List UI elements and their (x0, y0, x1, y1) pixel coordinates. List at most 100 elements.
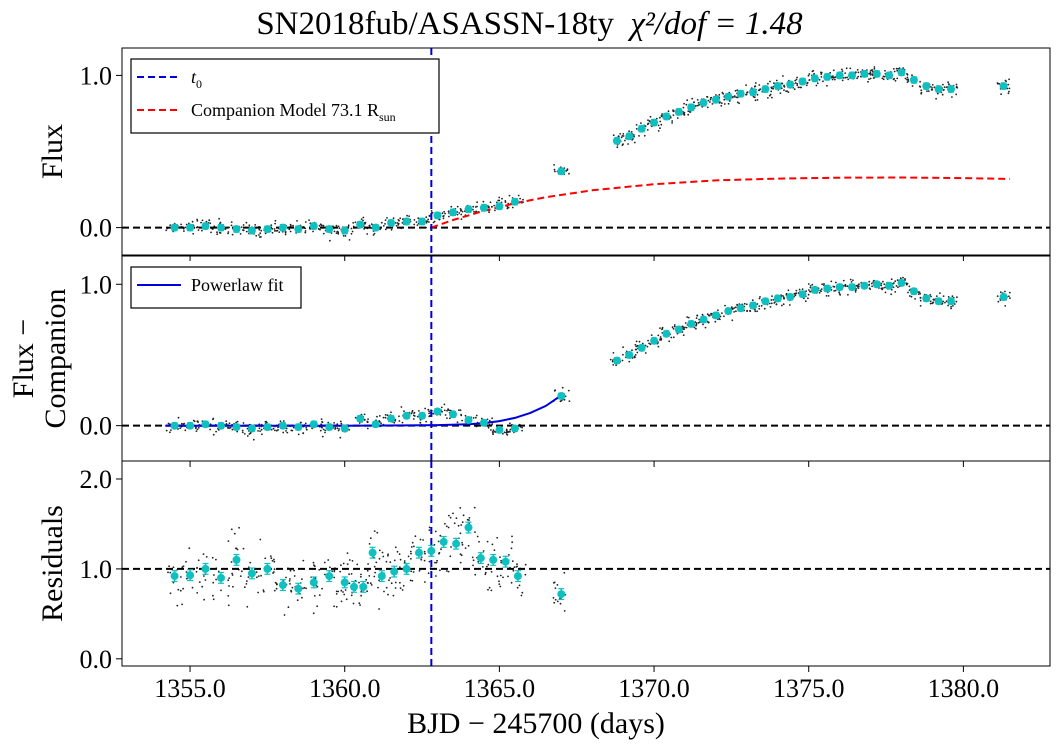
top-raw-point (379, 228, 381, 231)
middle-raw-point (782, 303, 785, 306)
middle-raw-point (432, 412, 435, 415)
top-raw-point (696, 99, 699, 101)
top-raw-point (867, 80, 869, 83)
top-raw-point (554, 170, 556, 173)
middle-raw-point (165, 429, 168, 432)
bottom-raw-point (383, 590, 385, 593)
top-raw-point (646, 129, 649, 131)
top-raw-point (196, 218, 199, 221)
top-raw-point (394, 222, 397, 224)
top-binned-point (699, 98, 708, 107)
middle-raw-point (215, 430, 218, 433)
top-raw-point (947, 81, 949, 84)
middle-raw-point (195, 430, 198, 432)
top-raw-point (425, 221, 428, 224)
top-binned-point (371, 223, 380, 232)
top-raw-point (474, 206, 477, 208)
top-raw-point (622, 135, 625, 137)
middle-binned-point (495, 425, 504, 434)
top-raw-point (368, 224, 371, 227)
bottom-ytick-label: 1.0 (80, 555, 113, 584)
bottom-raw-point (318, 594, 321, 596)
middle-raw-point (634, 356, 636, 358)
top-raw-point (930, 88, 933, 91)
top-raw-point (304, 221, 307, 223)
top-raw-point (955, 83, 958, 86)
top-raw-point (998, 83, 1001, 85)
middle-raw-point (1004, 305, 1007, 307)
top-raw-point (384, 228, 387, 231)
middle-raw-point (944, 301, 946, 304)
top-raw-point (947, 83, 950, 85)
bottom-raw-point (241, 570, 243, 573)
top-raw-point (180, 223, 183, 226)
middle-raw-point (890, 293, 893, 296)
middle-raw-point (735, 310, 737, 313)
top-binned-point (724, 92, 733, 101)
top-binned-point (495, 202, 504, 211)
bottom-raw-point (445, 525, 448, 528)
middle-binned-point (848, 283, 856, 292)
middle-raw-point (561, 386, 564, 389)
top-raw-point (676, 117, 679, 119)
middle-binned-point (687, 319, 696, 328)
top-raw-point (344, 235, 347, 237)
middle-raw-point (782, 296, 785, 299)
middle-raw-point (336, 427, 339, 430)
middle-raw-point (259, 430, 261, 432)
top-raw-point (242, 229, 245, 232)
bottom-raw-point (482, 550, 485, 552)
middle-raw-point (880, 282, 883, 285)
middle-raw-point (714, 320, 717, 323)
middle-raw-point (411, 411, 413, 413)
middle-raw-point (695, 322, 698, 325)
top-raw-point (829, 71, 832, 74)
middle-raw-point (858, 283, 860, 286)
top-raw-point (754, 85, 757, 87)
middle-binned-point (674, 325, 683, 334)
top-raw-point (304, 231, 307, 234)
middle-raw-point (882, 280, 884, 283)
middle-raw-point (243, 433, 246, 435)
middle-binned-point (798, 290, 807, 299)
top-raw-point (657, 124, 660, 127)
top-raw-point (941, 93, 944, 96)
middle-raw-point (730, 306, 733, 309)
bottom-raw-point (360, 594, 362, 597)
top-raw-point (304, 230, 307, 232)
top-raw-point (660, 123, 663, 126)
top-raw-point (845, 67, 848, 70)
middle-raw-point (419, 421, 422, 424)
bottom-raw-point (350, 573, 353, 575)
bottom-binned-point (513, 572, 522, 581)
top-raw-point (796, 83, 799, 85)
bottom-raw-point (182, 587, 185, 590)
top-raw-point (734, 89, 737, 92)
top-raw-point (616, 146, 619, 149)
top-raw-point (488, 206, 490, 208)
top-ytick-label: 0.0 (80, 214, 113, 243)
top-raw-point (779, 92, 782, 94)
middle-raw-point (914, 298, 916, 300)
middle-raw-point (933, 299, 935, 301)
middle-raw-point (733, 311, 735, 313)
bottom-raw-point (370, 584, 373, 586)
middle-raw-point (955, 300, 958, 303)
top-raw-point (432, 221, 435, 224)
top-raw-point (348, 239, 351, 241)
top-raw-point (568, 172, 570, 175)
middle-raw-point (258, 427, 261, 430)
top-raw-point (430, 210, 433, 212)
middle-raw-point (321, 435, 324, 438)
middle-raw-point (919, 299, 922, 302)
middle-binned-point (186, 421, 195, 430)
bottom-ylabel: Residuals (36, 505, 69, 622)
bottom-raw-point (376, 531, 379, 534)
middle-raw-point (787, 289, 790, 292)
top-raw-point (288, 228, 291, 231)
top-raw-point (364, 221, 367, 224)
top-raw-point (460, 209, 463, 211)
top-raw-point (756, 93, 759, 96)
bottom-binned-point (278, 581, 287, 590)
legend-layer: t0 Companion Model 73.1 Rsun Powerlaw fit (130, 58, 440, 309)
